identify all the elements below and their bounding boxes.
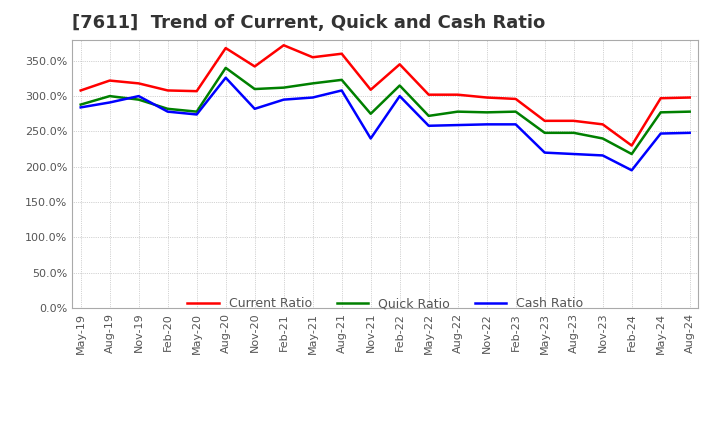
Cash Ratio [627,168,636,173]
Current Ratio [221,45,230,51]
Line: Quick Ratio: Quick Ratio [81,68,690,154]
Current Ratio [511,96,520,102]
Quick Ratio [685,109,694,114]
Current Ratio [541,118,549,124]
Current Ratio [395,62,404,67]
Cash Ratio [482,122,491,127]
Quick Ratio [424,113,433,118]
Line: Cash Ratio: Cash Ratio [81,78,690,170]
Quick Ratio [163,106,172,111]
Quick Ratio [657,110,665,115]
Quick Ratio [570,130,578,136]
Cash Ratio [395,93,404,99]
Quick Ratio [251,86,259,92]
Cash Ratio [657,131,665,136]
Current Ratio [570,118,578,124]
Quick Ratio [598,136,607,141]
Cash Ratio [424,123,433,128]
Current Ratio [105,78,114,83]
Current Ratio [279,43,288,48]
Cash Ratio [598,153,607,158]
Cash Ratio [511,122,520,127]
Cash Ratio [251,106,259,111]
Quick Ratio [308,81,317,86]
Legend: Current Ratio, Quick Ratio, Cash Ratio: Current Ratio, Quick Ratio, Cash Ratio [182,292,588,315]
Current Ratio [76,88,85,93]
Cash Ratio [135,93,143,99]
Quick Ratio [105,93,114,99]
Quick Ratio [395,83,404,88]
Current Ratio [685,95,694,100]
Current Ratio [454,92,462,97]
Line: Current Ratio: Current Ratio [81,45,690,146]
Current Ratio [482,95,491,100]
Quick Ratio [76,102,85,107]
Cash Ratio [685,130,694,136]
Cash Ratio [192,112,201,117]
Text: [7611]  Trend of Current, Quick and Cash Ratio: [7611] Trend of Current, Quick and Cash … [72,15,545,33]
Cash Ratio [541,150,549,155]
Current Ratio [657,95,665,101]
Cash Ratio [163,109,172,114]
Cash Ratio [570,151,578,157]
Quick Ratio [627,151,636,157]
Current Ratio [424,92,433,97]
Quick Ratio [511,109,520,114]
Cash Ratio [308,95,317,100]
Quick Ratio [366,111,375,117]
Current Ratio [338,51,346,56]
Cash Ratio [105,100,114,105]
Cash Ratio [76,105,85,110]
Quick Ratio [338,77,346,82]
Quick Ratio [192,109,201,114]
Cash Ratio [454,122,462,128]
Current Ratio [135,81,143,86]
Quick Ratio [279,85,288,90]
Quick Ratio [482,110,491,115]
Quick Ratio [135,97,143,102]
Current Ratio [627,143,636,148]
Current Ratio [366,87,375,92]
Cash Ratio [279,97,288,102]
Quick Ratio [221,65,230,70]
Quick Ratio [454,109,462,114]
Current Ratio [192,88,201,94]
Current Ratio [598,122,607,127]
Current Ratio [251,64,259,69]
Cash Ratio [338,88,346,93]
Current Ratio [308,55,317,60]
Quick Ratio [541,130,549,136]
Cash Ratio [366,136,375,141]
Cash Ratio [221,75,230,81]
Current Ratio [163,88,172,93]
